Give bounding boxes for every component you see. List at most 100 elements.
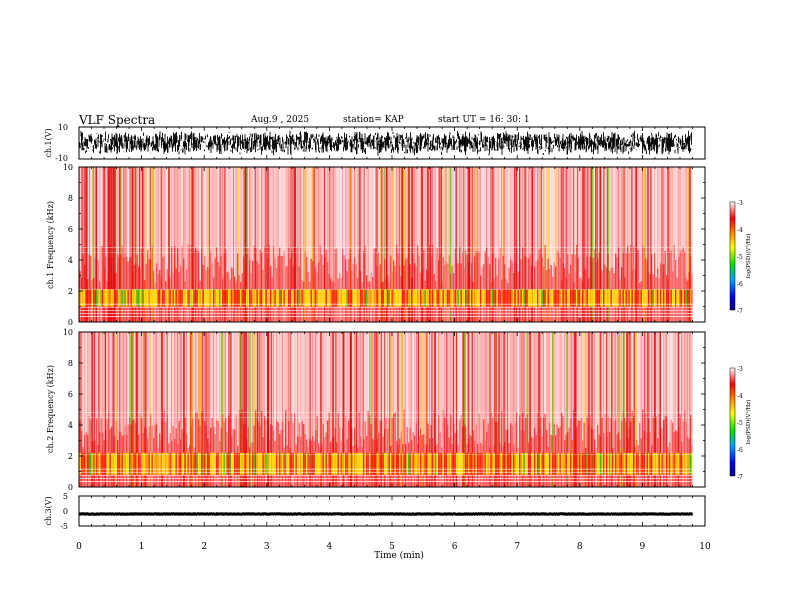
spec-lowband — [196, 250, 198, 322]
spec-lowband — [610, 418, 612, 487]
spec-sferic — [659, 332, 661, 487]
spec-band-cell — [306, 289, 308, 307]
spec-column — [630, 332, 632, 487]
spec-sferic — [689, 332, 691, 487]
spec-column — [592, 332, 594, 487]
spec-band-cell — [124, 289, 126, 307]
ch1-ytick-top: 10 — [58, 123, 68, 132]
spec-sferic — [131, 332, 133, 487]
ch1-spec-ylabel: ch.1 Frequency (kHz) — [46, 201, 55, 289]
spec-column — [90, 332, 92, 487]
spec-column — [219, 167, 221, 322]
spec-lowband — [334, 249, 336, 322]
spec-band-cell — [375, 289, 377, 307]
spec-band-cell — [202, 452, 204, 475]
spec-column — [285, 167, 287, 322]
spec-band-cell — [283, 452, 285, 475]
spec-band-cell — [237, 452, 239, 475]
spec-column — [348, 332, 350, 487]
spec-sferic — [543, 167, 545, 322]
spec-column — [541, 332, 543, 487]
spec-band-cell — [450, 289, 452, 307]
spec-sferic — [267, 332, 270, 487]
spec-band-cell — [543, 452, 545, 475]
spec-lowband — [433, 410, 435, 487]
x-tick-0: 0 — [76, 542, 82, 552]
spec-band-cell — [88, 289, 90, 307]
spec-lowband — [108, 412, 110, 487]
spec-column — [669, 332, 671, 487]
spec-sferic — [528, 332, 531, 487]
spec-band-cell — [342, 289, 344, 307]
x-tick-4: 4 — [327, 542, 333, 552]
spec-band-cell — [238, 452, 240, 475]
spec-band-cell — [141, 289, 143, 307]
spec-sferic — [134, 167, 136, 322]
spec-band-cell — [115, 289, 117, 307]
spec-column — [519, 332, 521, 487]
spec-band-cell — [544, 452, 546, 475]
spec-band-cell — [315, 289, 317, 307]
spec-column — [385, 332, 387, 487]
spec-band-cell — [450, 452, 452, 475]
spec-band-cell — [682, 289, 684, 307]
spec-column — [657, 332, 659, 487]
spec-column — [235, 167, 237, 322]
spec-sferic — [416, 332, 417, 487]
spec-band-cell — [367, 452, 369, 475]
spec-column — [322, 167, 324, 322]
spec-lowband — [363, 251, 365, 322]
spec-lowband — [573, 410, 575, 487]
spec-lowband — [412, 254, 414, 322]
spec-band-cell — [421, 289, 423, 307]
spec-band-cell — [199, 289, 201, 307]
spec-column — [459, 332, 461, 487]
spec-column — [300, 167, 302, 322]
spec-sferic — [582, 167, 584, 322]
spec-band-cell — [223, 452, 225, 475]
spec-band-cell — [327, 452, 329, 475]
spec-column — [685, 332, 687, 487]
spec-band-cell — [633, 452, 635, 475]
spec-column — [358, 332, 360, 487]
spec-column — [405, 167, 407, 322]
spec-column — [633, 332, 635, 487]
spec-column — [670, 167, 672, 322]
spec-band-cell — [228, 452, 230, 475]
spec-band-cell — [552, 452, 554, 475]
spec-band-cell — [87, 289, 89, 307]
spec-column — [525, 332, 527, 487]
spec-band-cell — [490, 452, 492, 475]
spec-band-cell — [640, 452, 642, 475]
spec-sferic — [643, 167, 646, 322]
spec-lowband — [642, 409, 644, 487]
spec-band-cell — [91, 289, 93, 307]
spec-column — [147, 167, 149, 322]
spec-column — [441, 332, 443, 487]
spec-band-cell — [288, 289, 290, 307]
spec-sferic — [617, 332, 619, 487]
spec-band-cell — [96, 452, 98, 475]
spec-lowband — [478, 252, 480, 322]
spec-column — [319, 167, 321, 322]
spec-column — [175, 167, 177, 322]
spec-band-cell — [387, 289, 389, 307]
spec-column — [250, 167, 252, 322]
spec-sferic — [190, 167, 192, 322]
spec-column — [163, 332, 165, 487]
spec-column — [82, 332, 84, 487]
spec-band-cell — [171, 452, 173, 475]
spec-column — [372, 332, 374, 487]
spec-column — [193, 167, 195, 322]
spec-lowband — [225, 418, 227, 487]
spec-column — [454, 332, 456, 487]
spec-band-cell — [502, 452, 504, 475]
spec-band-cell — [673, 289, 675, 307]
spec-column — [307, 332, 309, 487]
spec-column — [106, 332, 108, 487]
spec-band-cell — [406, 289, 408, 307]
spec-band-cell — [625, 289, 627, 307]
spec-lowband — [358, 250, 360, 322]
spec-band-cell — [112, 289, 114, 307]
spec-lowband — [255, 247, 257, 322]
